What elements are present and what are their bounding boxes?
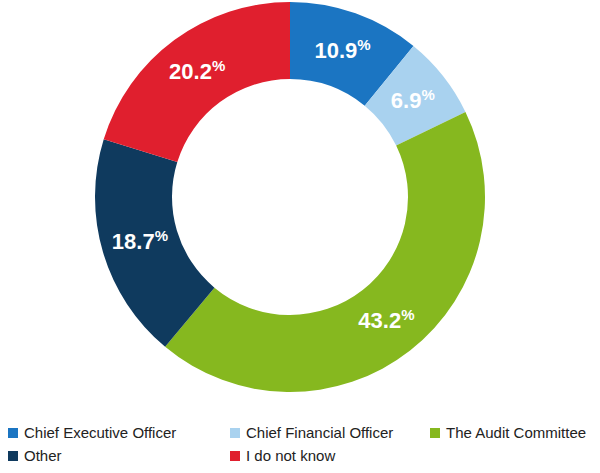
svg-text:6.9%: 6.9% [391, 86, 435, 113]
svg-text:10.9%: 10.9% [315, 35, 371, 62]
html-text:Chief Financial Officer: Chief Financial Officer [246, 424, 394, 441]
html-text:Other: Other [24, 447, 62, 464]
svg-text:20.2%: 20.2% [169, 57, 225, 84]
html-text:I do not know: I do not know [246, 447, 336, 464]
html-text:Chief Executive Officer: Chief Executive Officer [24, 424, 177, 441]
svg-text:18.7%: 18.7% [112, 227, 168, 254]
html-text:The Audit Committee: The Audit Committee [446, 424, 587, 441]
svg-text:43.2%: 43.2% [358, 306, 414, 333]
